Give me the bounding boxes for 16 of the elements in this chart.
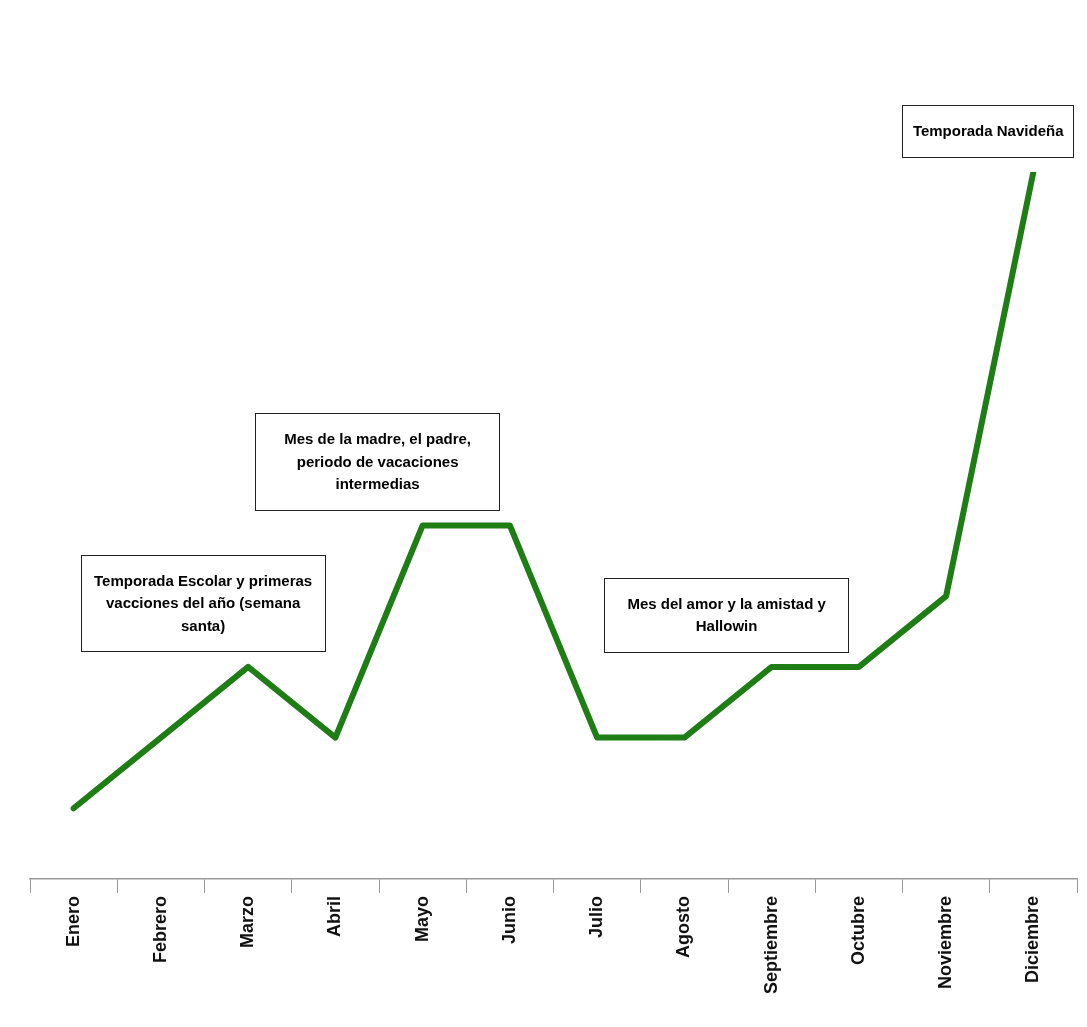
x-tick-label: Noviembre (935, 895, 956, 990)
x-tick-label: Enero (62, 895, 83, 947)
x-tick-label: Julio (586, 895, 607, 938)
x-tick-label: Diciembre (1022, 895, 1043, 984)
annotation: Temporada Navideña (901, 105, 1075, 158)
x-tick-label: Mayo (411, 895, 432, 942)
x-tick-label: Marzo (237, 895, 258, 948)
x-tick-label: Abril (324, 895, 345, 937)
x-tick-label: Octubre (847, 895, 868, 965)
annotation: Mes del amor y la amistad y Hallowin (604, 577, 850, 653)
annotation: Mes de la madre, el padre, periodo de vacaciones intermedias (255, 413, 501, 511)
x-tick-label: Junio (498, 895, 519, 944)
x-tick-label: Febrero (149, 895, 170, 963)
x-tick-label: Septiembre (760, 895, 781, 995)
x-tick-label: Agosto (673, 895, 694, 958)
annotation: Temporada Escolar y primeras vacciones del año (semana santa) (80, 554, 326, 653)
